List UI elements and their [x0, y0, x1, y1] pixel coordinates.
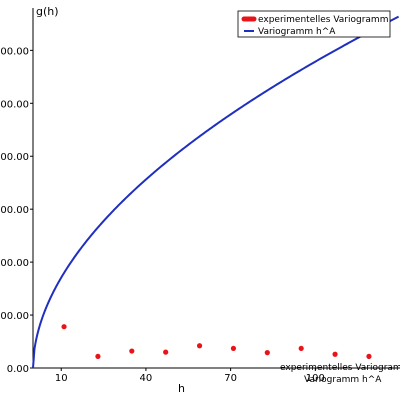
y-tick-label: 500.00 [0, 99, 29, 110]
data-point [95, 353, 101, 359]
data-point [163, 349, 169, 355]
y-axis-label: g(h) [36, 5, 59, 18]
y-tick-label: 0.00 [7, 364, 29, 375]
x-tick-label: 100 [306, 373, 325, 384]
data-point [298, 345, 304, 352]
variogram-curve [32, 15, 400, 369]
data-point [61, 324, 67, 330]
data-point [264, 350, 270, 356]
x-tick-label: 10 [55, 373, 68, 384]
data-point [129, 348, 135, 354]
y-tick-labels: 0.00 100.00 200.00 300.00 400.00 500.00 600.00 [0, 46, 33, 375]
y-tick-label: 300.00 [0, 205, 29, 216]
legend-label-curve: Variogramm h^A [258, 27, 336, 37]
legend-label-experimental: experimentelles Variogramm [258, 15, 388, 25]
x-tick-label: 40 [140, 373, 153, 384]
data-point [196, 343, 203, 349]
experimental-points [61, 324, 372, 359]
data-point [366, 353, 372, 359]
x-tick-label: 70 [224, 373, 237, 384]
data-point [332, 351, 338, 357]
y-tick-label: 200.00 [0, 258, 29, 269]
legend-box [237, 10, 391, 38]
data-point [230, 345, 237, 352]
y-tick-label: 100.00 [0, 311, 29, 322]
overlap-label-experimental: experimentelles Variogramm [280, 363, 400, 373]
y-tick-label: 400.00 [0, 152, 29, 163]
legend: experimentelles Variogramm Variogramm h^… [237, 10, 391, 38]
x-axis-label: h [178, 382, 185, 395]
y-tick-label: 600.00 [0, 46, 29, 57]
overlap-label-curve: Variogramm h^A [304, 375, 382, 385]
